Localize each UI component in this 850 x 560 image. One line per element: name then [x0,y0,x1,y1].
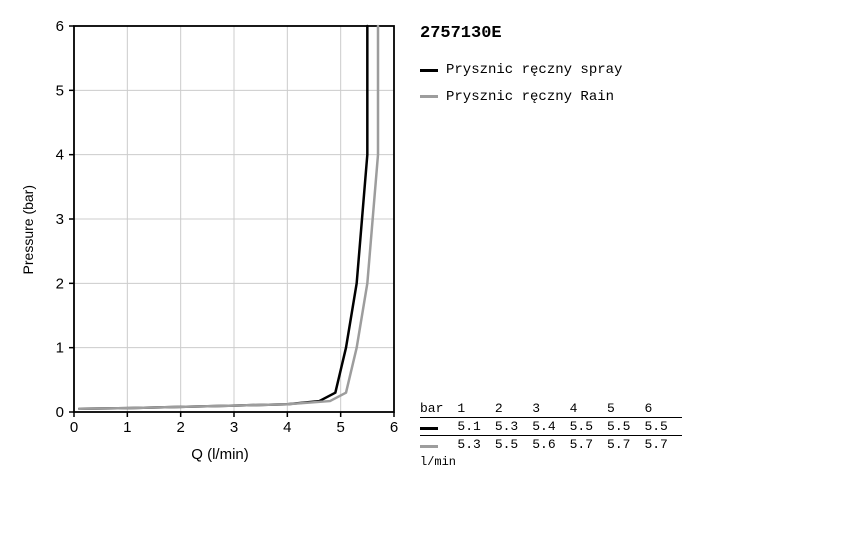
svg-text:1: 1 [56,340,64,357]
table-header-label: bar [420,400,457,418]
table-unit-row: l/min [420,453,682,470]
data-table-wrap: bar1234565.15.35.45.55.55.55.35.55.65.75… [420,400,682,470]
svg-text:0: 0 [56,404,64,421]
table-col-header: 2 [495,400,532,418]
y-axis-label-wrap: Pressure (bar) [20,20,40,440]
svg-text:5: 5 [336,419,344,436]
table-cell: 5.3 [495,418,532,436]
x-axis-label: Q (l/min) [191,446,249,463]
table-row-swatch [420,418,457,436]
legend-label-spray: Prysznic ręczny spray [446,57,622,84]
svg-text:6: 6 [390,419,398,436]
swatch-icon [420,427,438,430]
svg-text:1: 1 [123,419,131,436]
legend: Prysznic ręczny spray Prysznic ręczny Ra… [420,57,682,110]
table-col-header: 6 [644,400,681,418]
table-cell: 5.7 [570,436,607,454]
table-col-header: 1 [457,400,494,418]
legend-swatch-spray [420,69,438,72]
table-cell: 5.1 [457,418,494,436]
swatch-icon [420,445,438,448]
legend-item-rain: Prysznic ręczny Rain [420,84,682,111]
table-col-header: 5 [607,400,644,418]
table-cell: 5.7 [644,436,681,454]
chart-block: 0 1 2 3 4 5 6 0 1 2 3 4 5 6 Q (l/min) [40,20,400,463]
table-cell: 5.5 [570,418,607,436]
table-row-swatch [420,436,457,454]
table-cell: 5.5 [495,436,532,454]
table-row: 5.15.35.45.55.55.5 [420,418,682,436]
svg-text:2: 2 [56,275,64,292]
table-unit-label: l/min [420,453,682,470]
legend-item-spray: Prysznic ręczny spray [420,57,682,84]
svg-text:6: 6 [56,20,64,35]
svg-text:2: 2 [176,419,184,436]
svg-text:4: 4 [283,419,291,436]
right-column: 2757130E Prysznic ręczny spray Prysznic … [420,20,682,470]
chart-title: 2757130E [420,24,682,43]
table-cell: 5.5 [644,418,681,436]
table-cell: 5.5 [607,418,644,436]
y-axis-label: Pressure (bar) [20,185,36,274]
pressure-flow-chart: 0 1 2 3 4 5 6 0 1 2 3 4 5 6 [40,20,400,440]
table-header-row: bar123456 [420,400,682,418]
legend-label-rain: Prysznic ręczny Rain [446,84,614,111]
svg-text:3: 3 [230,419,238,436]
table-cell: 5.7 [607,436,644,454]
data-table: bar1234565.15.35.45.55.55.55.35.55.65.75… [420,400,682,470]
table-cell: 5.6 [532,436,569,454]
svg-text:3: 3 [56,211,64,228]
figure-root: Pressure (bar) 01234560123456 Q (l/min) … [20,20,830,470]
table-col-header: 3 [532,400,569,418]
table-row: 5.35.55.65.75.75.7 [420,436,682,454]
svg-text:0: 0 [70,419,78,436]
table-col-header: 4 [570,400,607,418]
table-cell: 5.3 [457,436,494,454]
table-cell: 5.4 [532,418,569,436]
chart-column: Pressure (bar) 0 1 2 3 4 5 6 0 1 2 3 4 5 6 Q (l/min) [20,20,400,463]
svg-text:4: 4 [56,147,64,164]
svg-text:5: 5 [56,82,64,99]
legend-swatch-rain [420,95,438,98]
